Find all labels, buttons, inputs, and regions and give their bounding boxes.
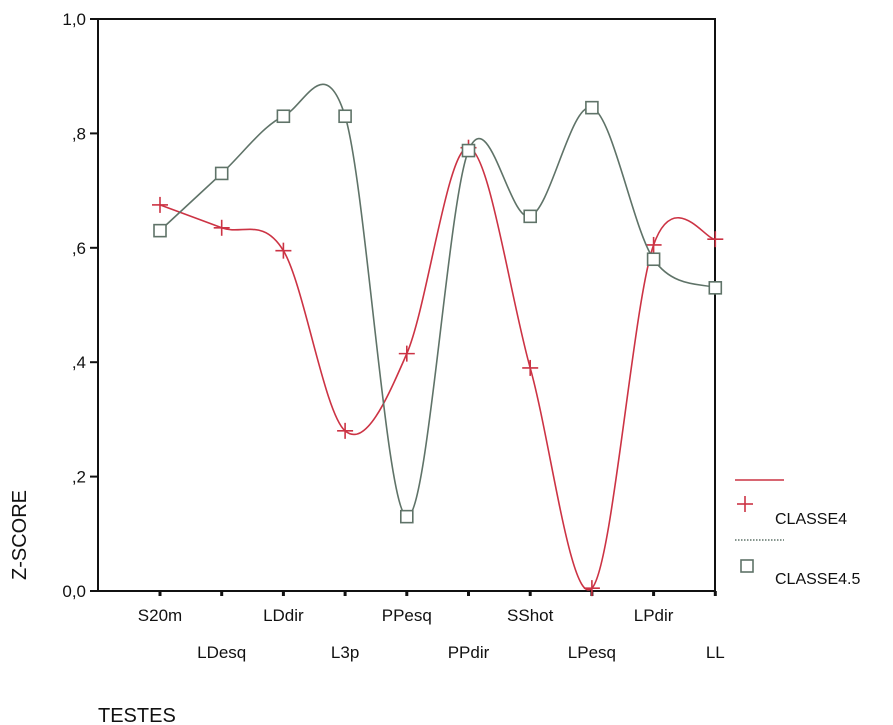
x-tick-label: LPdir: [634, 606, 674, 625]
x-axis-title: TESTES: [98, 705, 176, 725]
y-tick-label: 1,0: [62, 10, 86, 29]
y-tick-label: ,2: [72, 468, 86, 487]
x-tick-label: LPesq: [568, 643, 616, 662]
data-point-square: [708, 281, 723, 295]
y-tick-label: ,6: [72, 239, 86, 258]
x-axis: S20m LDesq LDdir L3p PPesq PPdir SShot LPesq LPd…: [138, 591, 725, 662]
data-point-square: [153, 223, 167, 238]
x-tick-label: PPdir: [448, 643, 490, 662]
y-tick-label: 0,0: [62, 582, 86, 601]
data-point-square: [461, 143, 476, 158]
data-point-plus: [707, 231, 724, 248]
data-point-plus: [522, 359, 539, 376]
legend-label: CLASSE4: [775, 511, 847, 528]
data-point-square: [523, 209, 538, 224]
data-point-square: [585, 100, 599, 115]
plot-area: [97, 18, 716, 592]
legend-label: CLASSE4.5: [775, 571, 860, 588]
data-point-plus: [152, 196, 168, 213]
x-tick-label: LL: [706, 643, 725, 662]
data-point-square: [399, 509, 414, 524]
legend-marker-square: [740, 559, 754, 573]
data-point-plus: [583, 580, 600, 597]
data-point-square: [338, 109, 352, 124]
data-point-square: [646, 252, 661, 267]
legend-marker-plus: [737, 496, 753, 512]
data-point-plus: [645, 236, 662, 253]
y-tick-label: ,4: [72, 353, 86, 372]
x-tick-label: PPesq: [382, 606, 432, 625]
data-point-square: [276, 109, 291, 124]
x-tick-label: L3p: [331, 643, 359, 662]
y-tick-label: ,8: [72, 124, 86, 143]
y-axis-title: Z-SCORE: [9, 490, 31, 580]
x-tick-label: LDdir: [263, 606, 304, 625]
x-tick-label: SShot: [507, 606, 554, 625]
legend: CLASSE4 CLASSE4.5: [735, 479, 860, 588]
data-point-plus: [398, 345, 415, 362]
series-layer: [152, 83, 724, 597]
y-axis: 0,0 ,2 ,4 ,6 ,8 1,0: [62, 10, 98, 601]
data-point-plus: [213, 219, 230, 236]
data-point-square: [214, 166, 229, 181]
x-tick-label: LDesq: [197, 643, 246, 662]
data-point-plus: [337, 422, 354, 439]
x-tick-label: S20m: [138, 606, 182, 625]
data-point-plus: [275, 242, 292, 259]
